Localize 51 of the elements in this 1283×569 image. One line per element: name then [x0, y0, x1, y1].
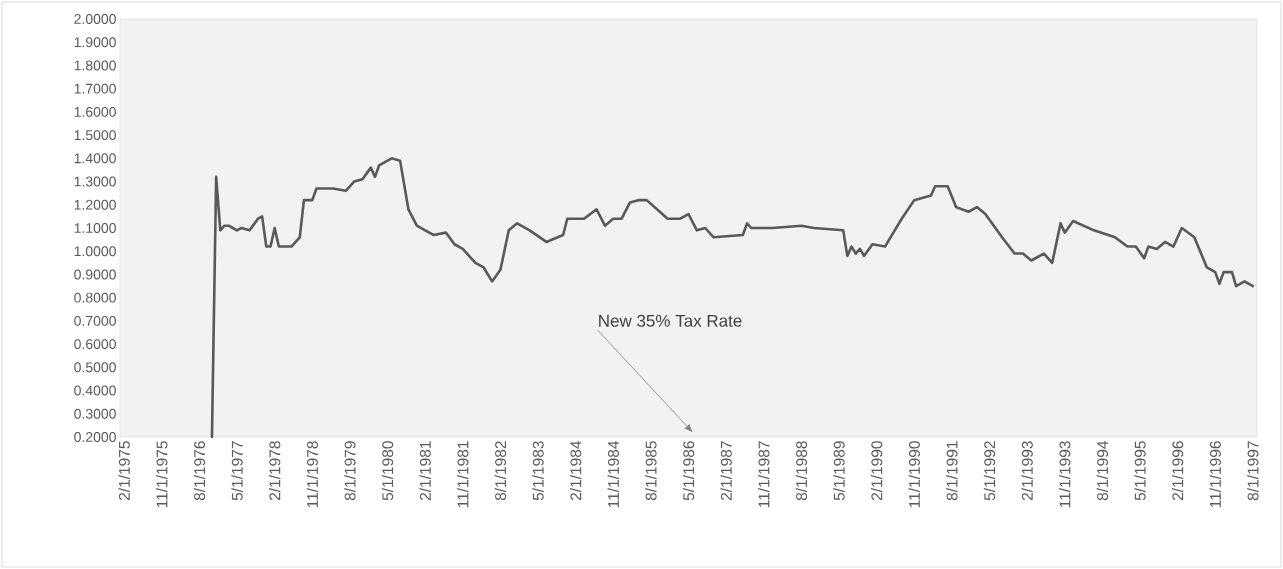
x-tick-label: 5/1/1980 [381, 441, 394, 501]
y-tick-label: 1.7000 [74, 83, 116, 94]
y-tick-label: 2.0000 [74, 14, 116, 24]
y-tick-label: 0.9000 [74, 269, 116, 280]
x-tick-label: 8/1/1976 [193, 441, 206, 501]
y-tick-label: 0.3000 [74, 408, 116, 419]
y-tick-label: 0.5000 [74, 362, 116, 373]
x-tick-label: 8/1/1994 [1096, 440, 1109, 501]
x-tick-label: 8/1/1979 [344, 441, 356, 501]
x-tick-label: 11/1/1990 [908, 441, 920, 508]
x-tick-label: 8/1/1982 [494, 441, 507, 501]
x-tick-label: 11/1/1981 [457, 441, 469, 508]
x-tick-label: 2/1/1981 [419, 441, 431, 501]
y-tick-label: 0.7000 [74, 315, 116, 326]
y-tick-label: 1.5000 [74, 130, 116, 141]
x-tick-label: 11/1/1996 [1209, 441, 1221, 508]
x-tick-label: 8/1/1997 [1247, 441, 1259, 501]
y-tick-label: 1.8000 [74, 60, 116, 71]
x-tick-label: 8/1/1988 [795, 441, 808, 501]
y-tick-label: 0.8000 [74, 292, 116, 303]
x-tick-label: 11/1/1975 [156, 441, 168, 508]
x-tick-label: 5/1/1995 [1134, 441, 1146, 501]
x-tick-label: 2/1/1984 [569, 440, 582, 501]
y-tick-label: 1.9000 [74, 37, 116, 48]
x-tick-label: 8/1/1985 [645, 441, 657, 501]
x-tick-label: 5/1/1977 [231, 441, 243, 501]
x-tick-label: 11/1/1993 [1059, 441, 1071, 508]
y-tick-label: 1.1000 [74, 223, 116, 233]
y-tick-label: 1.0000 [74, 246, 116, 257]
y-tick-label: 0.2000 [74, 432, 116, 442]
x-tick-label: 5/1/1986 [682, 441, 695, 501]
x-tick-label: 5/1/1983 [532, 441, 544, 501]
y-tick-label: 1.4000 [74, 153, 116, 164]
y-tick-label: 1.6000 [74, 106, 116, 117]
x-tick-label: 2/1/1996 [1171, 441, 1184, 501]
x-tick-label: 11/1/1987 [758, 441, 770, 508]
x-tick-label: 2/1/1975 [118, 441, 130, 501]
y-tick-label: 1.3000 [74, 176, 116, 187]
x-tick-label: 8/1/1991 [946, 441, 958, 501]
x-tick-label: 11/1/1984 [607, 440, 619, 508]
annotation: New 35% Tax Rate [599, 314, 742, 327]
x-tick-label: 11/1/1978 [306, 441, 318, 508]
y-tick-label: 0.4000 [74, 385, 116, 396]
x-tick-label: 2/1/1987 [720, 441, 732, 501]
x-tick-label: 5/1/1989 [833, 441, 845, 501]
x-tick-label: 5/1/1992 [983, 441, 996, 501]
y-tick-label: 0.6000 [74, 339, 116, 350]
x-tick-label: 2/1/1978 [268, 441, 281, 501]
y-tick-label: 1.2000 [74, 199, 116, 210]
x-tick-label: 2/1/1990 [870, 441, 883, 501]
x-tick-label: 2/1/1993 [1021, 441, 1033, 501]
